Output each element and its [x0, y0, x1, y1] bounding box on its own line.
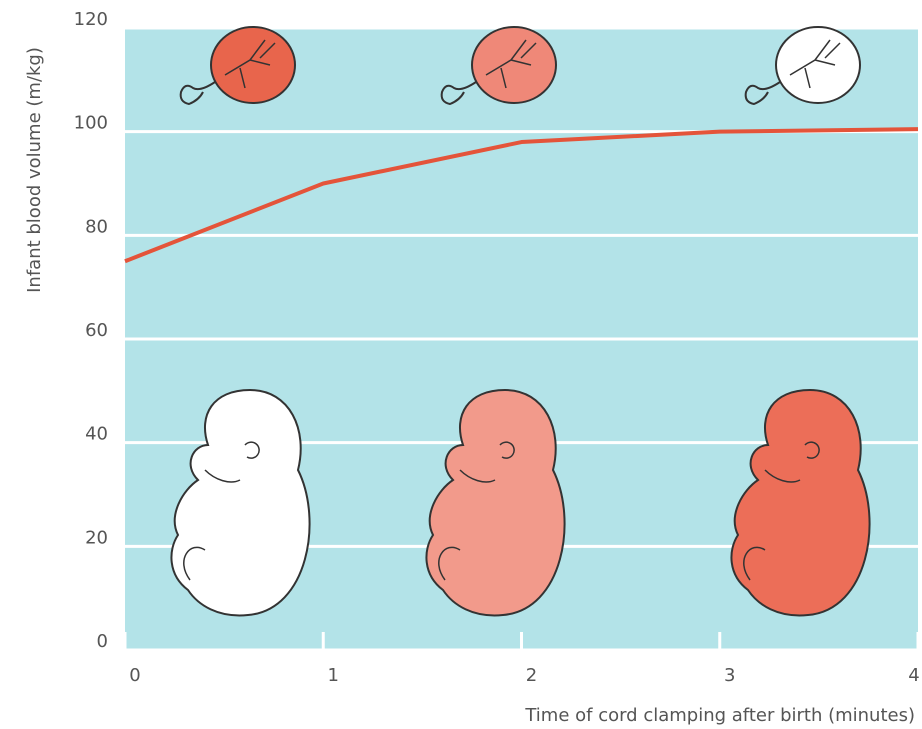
y-tick-label: 0 [97, 631, 108, 652]
y-tick-label: 20 [85, 527, 108, 548]
x-axis-label: Time of cord clamping after birth (minut… [524, 705, 915, 726]
y-tick-label: 80 [85, 216, 108, 237]
y-tick-label: 120 [74, 9, 108, 30]
y-axis-label: Infant blood volume (m/kg) [24, 47, 45, 293]
x-tick-label: 4 [908, 665, 919, 686]
y-tick-label: 100 [74, 113, 108, 134]
x-tick-label: 1 [328, 665, 339, 686]
x-tick-label: 2 [526, 665, 537, 686]
y-tick-label: 60 [85, 320, 108, 341]
y-tick-label: 40 [85, 424, 108, 445]
chart: Infant blood volume (m/kg) Time of cord … [0, 0, 922, 729]
x-tick-label: 3 [724, 665, 735, 686]
x-tick-label: 0 [129, 665, 140, 686]
